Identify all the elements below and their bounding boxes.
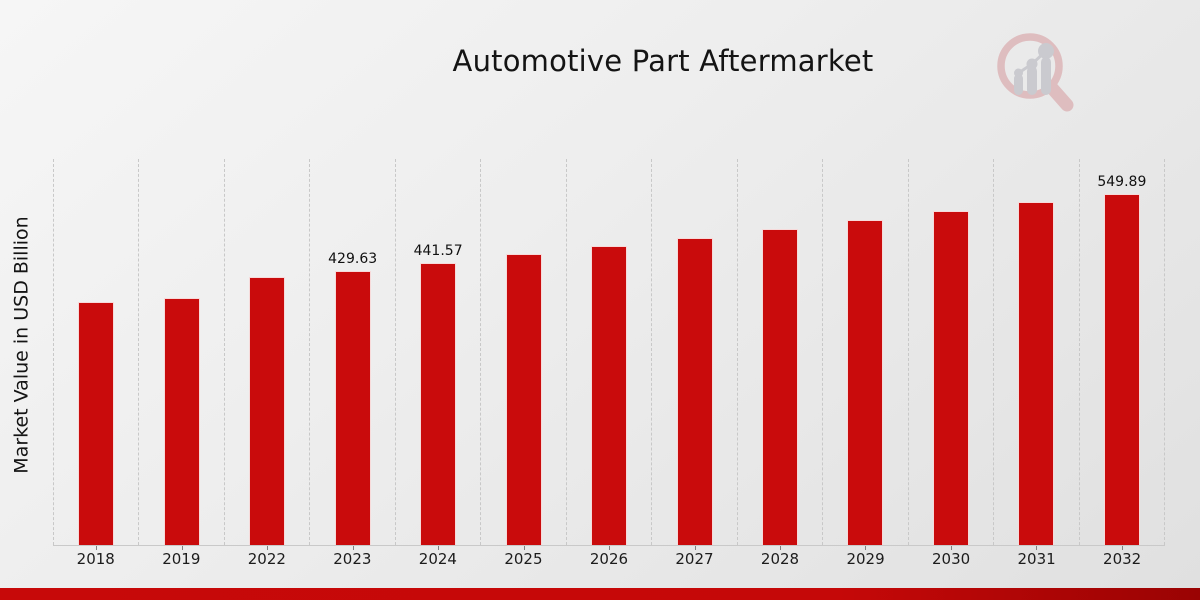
bar-slot-2032: 549.89 [1078, 159, 1166, 550]
x-axis-label-2022: 2022 [247, 550, 286, 568]
x-axis-label-2027: 2027 [675, 550, 714, 568]
bar-2032 [1103, 194, 1140, 545]
bar-slot-2029 [822, 159, 907, 550]
bar-2030 [932, 211, 969, 545]
bar-2018 [78, 302, 115, 545]
y-axis-label: Market Value in USD Billion [11, 216, 34, 474]
x-axis-tick-2025 [523, 546, 525, 550]
x-axis-tick-2031 [1036, 546, 1038, 550]
bar-slot-2018 [53, 159, 138, 550]
x-axis-tick-2018 [96, 546, 98, 550]
x-axis-label-2019: 2019 [162, 550, 201, 568]
magnifier-growth-chart-logo-icon [997, 33, 1074, 112]
bar-value-label-2023: 429.63 [328, 251, 378, 267]
bar-2023 [334, 271, 371, 545]
bar-slot-2026 [565, 159, 651, 550]
x-axis-tick-2024 [438, 546, 440, 550]
bar-slot-2028 [736, 159, 822, 550]
bar-slot-2024: 441.57 [394, 159, 480, 550]
bar-value-label-2032: 549.89 [1097, 174, 1147, 190]
x-axis-label-2023: 2023 [333, 550, 372, 568]
bar-slot-2030 [907, 159, 993, 550]
x-axis-labels: 2018 2019 2022 2023 2024 2025 2026 2027 2028 2029… [53, 550, 1165, 572]
bottom-red-band [0, 588, 1200, 600]
bar-2025 [505, 254, 542, 545]
x-axis-tick-2032 [1121, 546, 1123, 550]
x-axis-label-2018: 2018 [76, 550, 115, 568]
bar-2031 [1018, 202, 1055, 545]
bar-2019 [163, 298, 200, 545]
bar-2026 [591, 246, 628, 545]
bar-slot-2025 [480, 159, 565, 550]
x-axis-tick-2022 [267, 546, 269, 550]
x-axis-label-2031: 2031 [1017, 550, 1056, 568]
x-axis-label-2026: 2026 [589, 550, 629, 568]
x-axis-tick-2023 [352, 546, 354, 550]
bar-value-label-2024: 441.57 [413, 243, 463, 259]
bar-slot-2022 [223, 159, 309, 550]
bar-slot-2023: 429.63 [309, 159, 394, 550]
x-axis-label-2028: 2028 [760, 550, 800, 568]
bar-2027 [676, 238, 713, 545]
x-axis-label-2032: 2032 [1103, 550, 1142, 568]
bar-2022 [249, 277, 286, 545]
chart-title: Automotive Part Aftermarket [452, 44, 874, 78]
bar-2024 [420, 263, 457, 545]
x-axis-tick-2029 [865, 546, 867, 550]
x-axis-tick-2027 [694, 546, 696, 550]
bar-2028 [761, 229, 798, 545]
x-axis-tick-2030 [950, 546, 952, 550]
bar-slot-2027 [651, 159, 736, 550]
x-axis-label-2025: 2025 [504, 550, 543, 568]
x-axis-tick-2019 [181, 546, 183, 550]
bar-2029 [847, 220, 884, 545]
bar-chart-plot-area: 429.63 441.57 549.89 [53, 159, 1166, 550]
x-axis-label-2029: 2029 [846, 550, 885, 568]
x-axis-tick-2028 [779, 546, 781, 550]
x-axis-tick-2026 [609, 546, 611, 550]
x-axis-label-2030: 2030 [931, 550, 971, 568]
y-axis-label-wrap: Market Value in USD Billion [0, 90, 44, 600]
bar-slot-2031 [993, 159, 1078, 550]
bar-slot-2019 [138, 159, 223, 550]
x-axis-label-2024: 2024 [418, 550, 457, 568]
